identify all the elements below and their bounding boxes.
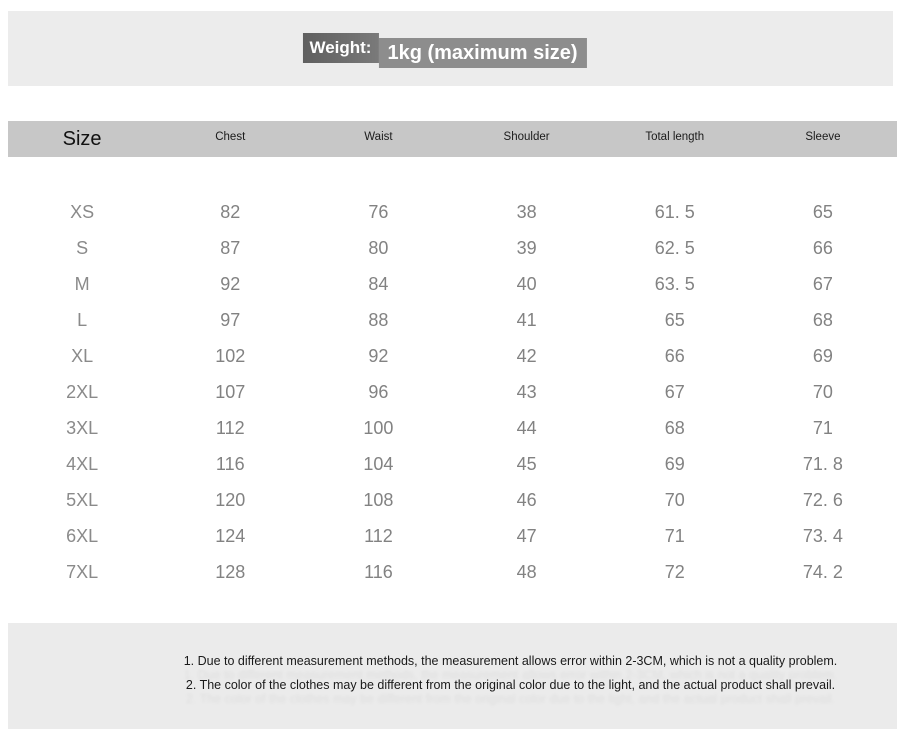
total-length-cell: 67 [664,381,685,402]
size-cell: 7XL [66,561,99,582]
size-cell: 4XL [66,453,99,474]
table-row: 4XL 116 104 45 69 71. 8 [8,446,897,482]
note-2-ghost-artifact: 2. The color of the clothes may be diffe… [185,692,836,706]
table-row: 7XL 128 116 48 72 74. 2 [8,554,897,590]
column-header-shoulder: Shoulder [503,131,550,143]
chest-cell: 124 [215,525,246,546]
note-1: 1. Due to different measurement methods,… [124,654,897,682]
size-cell: L [77,309,88,330]
sleeve-cell: 71 [812,417,833,438]
shoulder-cell: 43 [516,381,537,402]
shoulder-cell: 40 [516,273,537,294]
table-row: XS 82 76 38 61. 5 65 [8,194,897,230]
weight-label: Weight: [302,33,379,63]
note-2: 2. The color of the clothes may be diffe… [124,678,897,706]
shoulder-cell: 41 [516,309,537,330]
shoulder-cell: 39 [516,237,537,258]
shoulder-cell: 42 [516,345,537,366]
sleeve-cell: 70 [812,381,833,402]
size-cell: XL [71,345,94,366]
waist-cell: 88 [368,309,389,330]
total-length-cell: 61. 5 [654,201,695,222]
shoulder-cell: 48 [516,561,537,582]
sleeve-cell: 73. 4 [802,525,843,546]
chest-cell: 112 [215,417,245,438]
column-header-size: Size [62,127,102,150]
size-cell: 6XL [66,525,99,546]
size-cell: 3XL [66,417,99,438]
size-cell: XS [70,201,95,222]
shoulder-cell: 47 [516,525,537,546]
waist-cell: 108 [363,489,394,510]
sleeve-cell: 65 [812,201,833,222]
size-cell: S [76,237,89,258]
shoulder-cell: 44 [516,417,537,438]
waist-cell: 76 [368,201,389,222]
chest-cell: 87 [220,237,241,258]
total-length-cell: 63. 5 [654,273,695,294]
chest-cell: 102 [215,345,246,366]
chest-cell: 116 [215,453,245,474]
chest-cell: 82 [220,201,241,222]
chest-cell: 107 [215,381,246,402]
chest-cell: 128 [215,561,246,582]
total-length-cell: 69 [664,453,685,474]
waist-cell: 80 [368,237,389,258]
weight-chip-row: Weight: 1kg (maximum size) [302,33,587,68]
waist-cell: 92 [368,345,389,366]
total-length-cell: 68 [664,417,685,438]
total-length-cell: 70 [664,489,685,510]
chest-cell: 97 [220,309,241,330]
shoulder-cell: 45 [516,453,537,474]
column-header-waist: Waist [364,131,393,143]
chest-cell: 120 [215,489,246,510]
table-row: 3XL 112 100 44 68 71 [8,410,897,446]
size-cell: 2XL [66,381,99,402]
table-row: 5XL 120 108 46 70 72. 6 [8,482,897,518]
column-header-chest: Chest [215,131,246,143]
weight-banner: Weight: 1kg (maximum size) [8,11,893,86]
shoulder-cell: 46 [516,489,537,510]
total-length-cell: 66 [664,345,685,366]
waist-cell: 104 [363,453,394,474]
column-header-sleeve: Sleeve [805,131,841,143]
sleeve-cell: 69 [812,345,833,366]
sleeve-cell: 67 [812,273,833,294]
note-2-text: 2. The color of the clothes may be diffe… [185,678,836,692]
notes-panel: 1. Due to different measurement methods,… [8,623,897,729]
total-length-cell: 65 [664,309,685,330]
weight-value: 1kg (maximum size) [378,38,587,68]
note-1-text: 1. Due to different measurement methods,… [183,654,838,668]
table-row: M 92 84 40 63. 5 67 [8,266,897,302]
size-table-body: XS 82 76 38 61. 5 65 S 87 80 39 62. 5 66… [8,194,897,590]
waist-cell: 100 [363,417,394,438]
waist-cell: 112 [364,525,393,546]
table-row: 2XL 107 96 43 67 70 [8,374,897,410]
size-cell: 5XL [66,489,99,510]
size-table-header: Size Chest Waist Shoulder Total length S… [8,121,897,157]
waist-cell: 96 [368,381,389,402]
sleeve-cell: 74. 2 [802,561,843,582]
sleeve-cell: 71. 8 [802,453,843,474]
column-header-total-length: Total length [645,131,705,143]
sleeve-cell: 66 [812,237,833,258]
table-row: S 87 80 39 62. 5 66 [8,230,897,266]
total-length-cell: 71 [664,525,685,546]
shoulder-cell: 38 [516,201,537,222]
total-length-cell: 62. 5 [654,237,695,258]
waist-cell: 84 [368,273,389,294]
size-cell: M [74,273,90,294]
chest-cell: 92 [220,273,241,294]
table-row: 6XL 124 112 47 71 73. 4 [8,518,897,554]
sleeve-cell: 72. 6 [802,489,843,510]
table-row: L 97 88 41 65 68 [8,302,897,338]
total-length-cell: 72 [664,561,685,582]
table-row: XL 102 92 42 66 69 [8,338,897,374]
waist-cell: 116 [364,561,393,582]
sleeve-cell: 68 [812,309,833,330]
